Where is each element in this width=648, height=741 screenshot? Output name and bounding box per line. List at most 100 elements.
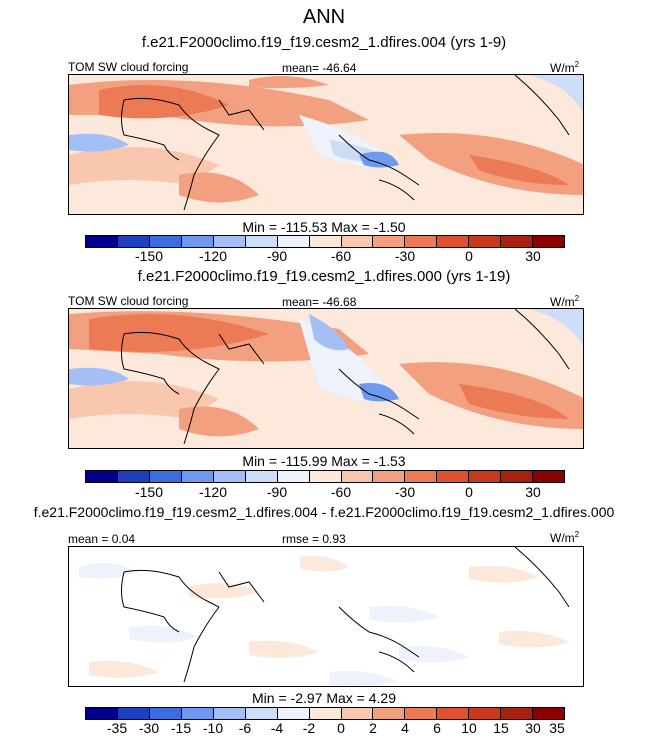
panel3-minmax: Min = -2.97 Max = 4.29	[252, 690, 396, 706]
colorbar-swatch	[309, 236, 342, 247]
colorbar-swatch	[405, 471, 438, 482]
plot-title: ANN	[302, 6, 346, 28]
panel3-case-title: f.e21.F2000climo.f19_f19.cesm2_1.dfires.…	[33, 504, 615, 520]
colorbar-swatch	[533, 471, 565, 482]
colorbar-tick-label: -150	[134, 484, 164, 500]
colorbar-tick-label: -90	[266, 484, 288, 500]
colorbar-swatch	[373, 708, 406, 719]
panel1-units: W/m2	[550, 60, 580, 75]
colorbar-swatch	[341, 471, 374, 482]
colorbar-tick-label: -2	[302, 720, 316, 736]
colorbar-swatch	[117, 471, 150, 482]
colorbar-swatch	[245, 708, 278, 719]
colorbar-swatch	[405, 708, 438, 719]
colorbar-swatch	[501, 236, 534, 247]
colorbar-swatch	[469, 236, 502, 247]
panel2-field-plot	[69, 309, 583, 448]
colorbar-tick-label: -4	[270, 720, 284, 736]
colorbar-tick-label: -30	[394, 484, 416, 500]
colorbar-tick-label: 10	[461, 720, 477, 736]
colorbar-tick-label: -90	[266, 248, 288, 264]
colorbar-tick-label: -120	[198, 484, 228, 500]
colorbar-swatch	[373, 236, 406, 247]
colorbar-tick-label: -120	[198, 248, 228, 264]
panel1-field-plot	[69, 75, 583, 214]
panel3-units: W/m2	[550, 530, 580, 545]
colorbar-swatch	[437, 708, 470, 719]
colorbar-tick-label: -10	[202, 720, 224, 736]
colorbar-tick-label: 4	[401, 720, 409, 736]
colorbar-tick-label: 0	[465, 248, 473, 264]
colorbar-swatch	[181, 708, 214, 719]
colorbar-swatch	[277, 708, 310, 719]
colorbar-tick-label: -150	[134, 248, 164, 264]
colorbar-swatch	[213, 471, 246, 482]
colorbar-tick-label: 15	[493, 720, 509, 736]
panel3-colorbar	[85, 707, 565, 720]
colorbar-swatch	[86, 471, 118, 482]
colorbar-tick-label: -60	[330, 248, 352, 264]
colorbar-swatch	[309, 471, 342, 482]
colorbar-swatch	[533, 236, 565, 247]
colorbar-swatch	[341, 236, 374, 247]
colorbar-tick-label: -30	[138, 720, 160, 736]
panel2-units: W/m2	[550, 294, 580, 309]
colorbar-tick-label: -35	[106, 720, 128, 736]
colorbar-swatch	[469, 708, 502, 719]
colorbar-swatch	[277, 471, 310, 482]
colorbar-swatch	[181, 236, 214, 247]
colorbar-swatch	[86, 236, 118, 247]
panel1-mean-label: mean= -46.64	[282, 61, 357, 75]
colorbar-swatch	[149, 708, 182, 719]
colorbar-swatch	[213, 236, 246, 247]
colorbar-tick-label: 35	[549, 720, 565, 736]
panel1-case-title: f.e21.F2000climo.f19_f19.cesm2_1.dfires.…	[141, 34, 507, 51]
colorbar-tick-label: 30	[525, 720, 541, 736]
colorbar-tick-label: -6	[238, 720, 252, 736]
panel2-mean-label: mean= -46.68	[282, 295, 357, 309]
panel3-colorbar-ticks: -35 -30 -15 -10 -6 -4 -2 0 2 4 6 10 15 3…	[85, 720, 565, 736]
panel1-left-label: TOM SW cloud forcing	[68, 60, 189, 74]
colorbar-swatch	[86, 708, 118, 719]
colorbar-swatch	[437, 236, 470, 247]
colorbar-swatch	[405, 236, 438, 247]
panel3-field-plot	[69, 547, 583, 686]
colorbar-swatch	[469, 471, 502, 482]
panel2-left-label: TOM SW cloud forcing	[68, 294, 189, 308]
colorbar-swatch	[501, 708, 534, 719]
colorbar-tick-label: 30	[525, 248, 541, 264]
colorbar-swatch	[277, 236, 310, 247]
colorbar-tick-label: 0	[465, 484, 473, 500]
panel2-map	[68, 308, 584, 449]
panel3-map	[68, 546, 584, 687]
colorbar-swatch	[149, 471, 182, 482]
colorbar-swatch	[437, 471, 470, 482]
colorbar-swatch	[149, 236, 182, 247]
colorbar-swatch	[309, 708, 342, 719]
panel2-colorbar-ticks: -150 -120 -90 -60 -30 0 30	[85, 484, 565, 500]
colorbar-swatch	[533, 708, 565, 719]
colorbar-swatch	[373, 471, 406, 482]
colorbar-swatch	[341, 708, 374, 719]
colorbar-tick-label: 2	[369, 720, 377, 736]
colorbar-swatch	[245, 471, 278, 482]
panel2-minmax: Min = -115.99 Max = -1.53	[242, 453, 406, 469]
colorbar-tick-label: -60	[330, 484, 352, 500]
panel1-colorbar	[85, 235, 565, 248]
colorbar-tick-label: -15	[170, 720, 192, 736]
panel2-colorbar	[85, 470, 565, 483]
colorbar-tick-label: 30	[525, 484, 541, 500]
panel1-minmax: Min = -115.53 Max = -1.50	[242, 219, 406, 235]
colorbar-tick-label: 6	[433, 720, 441, 736]
panel2-case-title: f.e21.F2000climo.f19_f19.cesm2_1.dfires.…	[137, 268, 511, 285]
colorbar-swatch	[117, 708, 150, 719]
colorbar-tick-label: 0	[337, 720, 345, 736]
colorbar-tick-label: -30	[394, 248, 416, 264]
colorbar-swatch	[213, 708, 246, 719]
panel3-mean-label: mean = 0.04	[68, 532, 136, 546]
colorbar-swatch	[501, 471, 534, 482]
colorbar-swatch	[245, 236, 278, 247]
panel3-rmse-label: rmse = 0.93	[282, 532, 346, 546]
colorbar-swatch	[181, 471, 214, 482]
colorbar-swatch	[117, 236, 150, 247]
